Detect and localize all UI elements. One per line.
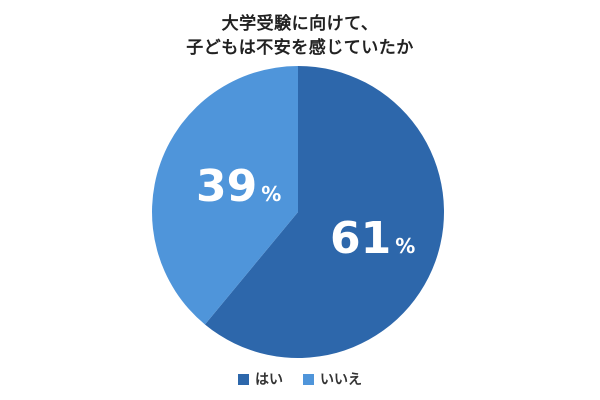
pie-label-no: 39% — [196, 161, 281, 212]
pie-label-no-value: 39 — [196, 161, 257, 212]
legend-item-no: いいえ — [303, 369, 362, 389]
legend-swatch-no — [303, 373, 314, 385]
pie-slice-no — [152, 66, 298, 325]
chart-title-line-1: 大学受験に向けて、 — [221, 14, 379, 34]
pie-slice-yes — [204, 66, 445, 358]
pie-label-no-unit: % — [261, 182, 281, 206]
legend-item-yes: はい — [238, 369, 283, 389]
legend-swatch-yes — [238, 373, 249, 385]
chart-legend: はい いいえ — [0, 369, 600, 389]
pie-label-yes-value: 61 — [330, 213, 391, 264]
legend-label-yes: はい — [255, 372, 283, 388]
legend-label-no: いいえ — [320, 372, 362, 388]
chart-title-line-2: 子どもは不安を感じていたか — [186, 38, 414, 58]
pie-label-yes: 61% — [330, 213, 415, 264]
pie-label-yes-unit: % — [395, 234, 415, 258]
